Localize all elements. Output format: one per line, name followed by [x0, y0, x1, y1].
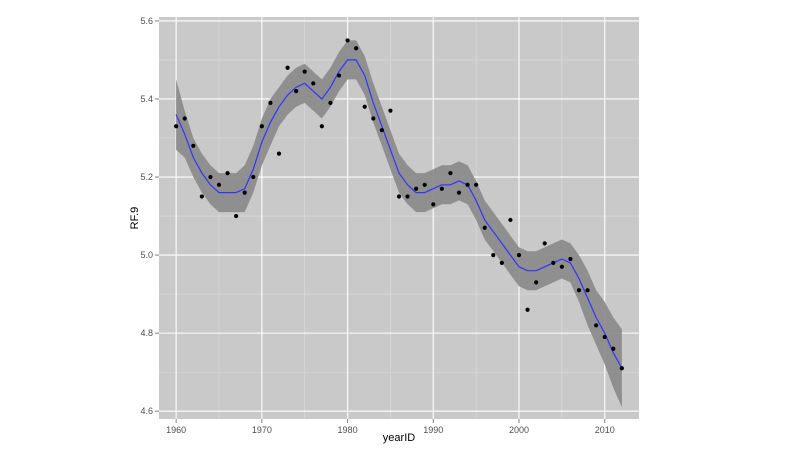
- data-point: [319, 124, 324, 129]
- data-point: [354, 46, 359, 51]
- data-point: [448, 171, 453, 176]
- data-point: [405, 194, 410, 199]
- data-point: [199, 194, 204, 199]
- smooth-line: [175, 59, 623, 369]
- x-tick-label: 1960: [166, 425, 186, 435]
- y-axis: 4.6 4.8 5.0 5.2 5.4 5.6: [140, 16, 159, 416]
- data-point: [371, 116, 376, 121]
- data-point: [174, 124, 179, 129]
- data-point: [191, 143, 196, 148]
- data-point: [465, 182, 470, 187]
- data-point: [259, 124, 264, 129]
- data-point: [551, 260, 556, 265]
- data-point: [576, 288, 582, 293]
- data-point: [336, 73, 342, 78]
- data-point: [225, 171, 230, 176]
- x-tick-label: 2000: [509, 425, 529, 435]
- data-point: [568, 256, 573, 262]
- data-point: [379, 128, 384, 133]
- x-tick-label: 1970: [252, 425, 272, 435]
- data-point: [345, 38, 350, 43]
- data-point: [302, 69, 307, 74]
- x-tick-label: 1990: [423, 425, 443, 435]
- y-tick-label: 5.2: [140, 172, 153, 182]
- data-point: [508, 217, 513, 223]
- data-point: [285, 65, 290, 70]
- data-point: [242, 190, 247, 195]
- data-point: [414, 186, 419, 191]
- x-tick-label: 1980: [338, 425, 358, 435]
- data-point: [499, 260, 504, 265]
- data-point: [208, 174, 213, 180]
- data-point: [182, 116, 187, 121]
- data-point: [311, 81, 316, 86]
- x-tick-label: 2010: [595, 425, 615, 435]
- data-point: [328, 100, 333, 105]
- y-tick-label: 5.4: [140, 94, 153, 104]
- data-points: [174, 38, 624, 371]
- y-tick-label: 4.6: [140, 406, 153, 416]
- data-point: [474, 182, 479, 187]
- x-axis-title: yearID: [383, 432, 415, 444]
- data-point: [534, 280, 539, 285]
- data-point: [362, 104, 367, 109]
- data-point: [516, 252, 522, 258]
- data-point: [482, 225, 487, 230]
- y-tick-label: 4.8: [140, 328, 153, 338]
- data-point: [294, 89, 299, 94]
- data-point: [388, 108, 393, 113]
- data-point: [251, 174, 256, 180]
- smooth-fit-line: [175, 59, 623, 369]
- y-axis-title: RF.9: [129, 207, 141, 230]
- data-point: [276, 151, 282, 156]
- data-point: [268, 100, 273, 105]
- data-point: [619, 366, 624, 371]
- data-point: [234, 213, 239, 219]
- data-point: [456, 190, 462, 195]
- data-point: [491, 252, 496, 258]
- plot-panel: [159, 17, 639, 419]
- data-point: [525, 307, 530, 312]
- y-tick-label: 5.0: [140, 250, 153, 260]
- data-point: [542, 241, 547, 246]
- data-point: [602, 334, 607, 340]
- data-point: [396, 194, 402, 199]
- data-point: [216, 182, 222, 187]
- data-point: [422, 182, 427, 187]
- y-tick-label: 5.6: [140, 16, 153, 26]
- data-point: [439, 186, 444, 191]
- x-axis: 1960 1970 1980 1990 2000 2010: [166, 419, 615, 435]
- data-point: [611, 346, 616, 351]
- data-point: [594, 323, 599, 328]
- data-point: [585, 288, 590, 293]
- data-point: [559, 264, 564, 269]
- data-point: [431, 202, 436, 207]
